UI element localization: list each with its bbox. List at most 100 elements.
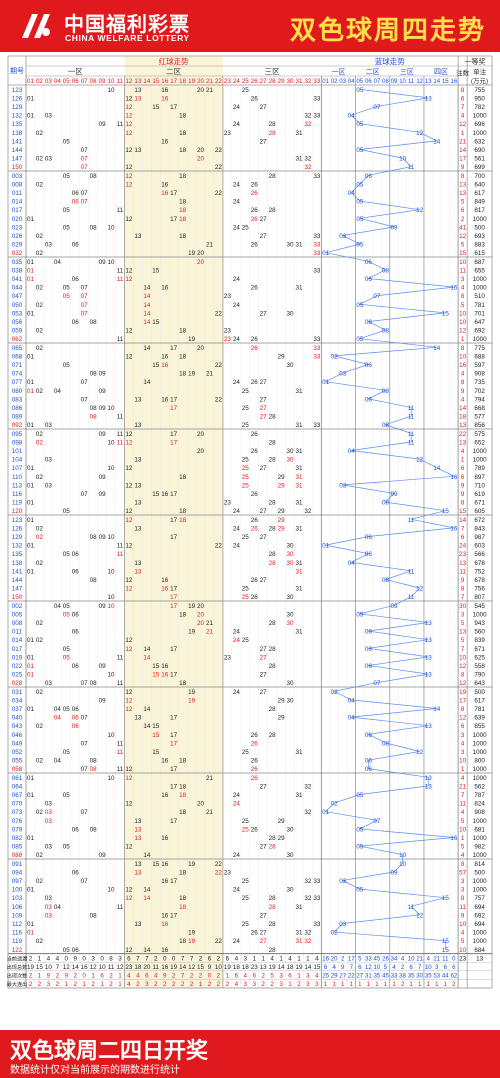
blue-stat-value: 9 <box>341 964 345 971</box>
red-ball-mark: 10 <box>108 594 116 601</box>
issue-number: 079 <box>12 826 23 833</box>
red-ball-mark: 18 <box>179 233 187 240</box>
red-number-header: 17 <box>170 78 177 85</box>
winner-count: 21 <box>459 783 467 790</box>
red-ball-mark: 11 <box>117 267 124 274</box>
issue-number: 067 <box>12 792 23 799</box>
red-ball-mark: 06 <box>72 723 80 730</box>
amount-header: 单注 <box>473 67 487 76</box>
red-ball-mark: 07 <box>81 147 89 154</box>
red-stat-value: 3 <box>145 981 149 988</box>
red-stat-value: 3 <box>244 955 248 962</box>
blue-ball-mark: 10 <box>399 156 407 163</box>
red-ball-mark: 05 <box>63 947 71 954</box>
red-ball-mark: 02 <box>36 328 44 335</box>
red-ball-mark: 32 <box>304 121 312 128</box>
winner-count: 13 <box>459 181 467 188</box>
issue-number: 017 <box>12 207 23 214</box>
prize-amount: 617 <box>474 190 485 197</box>
blue-ball-mark: 06 <box>365 276 373 283</box>
blue-stat-value: 1 <box>444 981 448 988</box>
red-ball-mark: 02 <box>36 809 44 816</box>
prize-amount: 855 <box>474 723 485 730</box>
winner-count: 4 <box>461 285 465 292</box>
red-stat-value: 2 <box>56 981 60 988</box>
winner-count: 5 <box>461 637 465 644</box>
red-ball-mark: 31 <box>295 448 303 455</box>
red-ball-mark: 16 <box>161 181 169 188</box>
prize-amount: 605 <box>474 508 485 515</box>
red-ball-mark: 17 <box>170 104 178 111</box>
red-ball-mark: 33 <box>313 173 321 180</box>
blue-stat-value: 0 <box>452 955 456 962</box>
issue-number: 141 <box>12 138 23 145</box>
red-ball-mark: 29 <box>278 525 286 532</box>
winner-count: 12 <box>459 663 467 670</box>
blue-ball-mark: 07 <box>373 680 381 687</box>
blue-ball-mark: 06 <box>365 629 373 636</box>
red-ball-mark: 25 <box>242 921 250 928</box>
blue-stat-value: 44 <box>442 973 449 980</box>
red-ball-mark: 13 <box>134 715 142 722</box>
blue-ball-mark: 16 <box>450 525 458 532</box>
red-stat-value: 15 <box>36 964 44 971</box>
red-stat-value: 12 <box>188 964 196 971</box>
red-ball-mark: 16 <box>161 861 169 868</box>
blue-ball-mark: 06 <box>365 319 373 326</box>
prize-amount: 839 <box>474 637 485 644</box>
red-ball-mark: 25 <box>242 749 250 756</box>
red-ball-mark: 05 <box>63 611 71 618</box>
red-stat-value: 4 <box>315 955 319 962</box>
red-stat-value: 10 <box>215 964 223 971</box>
issue-number: 101 <box>12 448 23 455</box>
red-number-header: 15 <box>152 78 159 85</box>
red-ball-mark: 16 <box>161 362 169 369</box>
red-ball-mark: 13 <box>134 482 142 489</box>
red-ball-mark: 31 <box>295 474 303 481</box>
prize-amount: 688 <box>474 353 485 360</box>
prize-amount: 668 <box>474 405 485 412</box>
blue-stat-value: 21 <box>433 955 440 962</box>
blue-ball-mark: 12 <box>416 586 424 593</box>
red-stat-value: 2 <box>217 973 221 980</box>
red-stat-value: 2 <box>261 981 265 988</box>
red-ball-mark: 13 <box>134 147 142 154</box>
blue-ball-mark: 04 <box>348 113 356 120</box>
issue-number: 091 <box>12 861 23 868</box>
issue-number: 049 <box>12 740 23 747</box>
stat-amount: 13 <box>476 955 484 962</box>
blue-stat-value: 1 <box>324 981 328 988</box>
red-ball-mark: 04 <box>54 259 62 266</box>
red-stat-value: 2 <box>261 973 265 980</box>
winner-count: 57 <box>459 869 467 876</box>
red-ball-mark: 11 <box>117 654 124 661</box>
red-ball-mark: 33 <box>313 267 321 274</box>
red-ball-mark: 26 <box>251 242 259 249</box>
red-ball-mark: 26 <box>251 491 259 498</box>
red-ball-mark: 16 <box>161 586 169 593</box>
red-ball-mark: 11 <box>117 551 124 558</box>
red-ball-mark: 23 <box>224 869 232 876</box>
red-ball-mark: 28 <box>269 895 277 902</box>
blue-stat-value: 1 <box>435 981 439 988</box>
issue-number: 135 <box>12 121 23 128</box>
blue-stat-value: 45 <box>382 973 389 980</box>
prize-amount: 1000 <box>473 878 488 885</box>
red-ball-mark: 29 <box>278 508 286 515</box>
red-ball-mark: 10 <box>108 887 116 894</box>
red-ball-mark: 08 <box>90 319 98 326</box>
blue-ball-mark: 12 <box>416 130 424 137</box>
issue-number: 017 <box>12 646 23 653</box>
red-ball-mark: 17 <box>170 216 178 223</box>
red-ball-mark: 04 <box>54 388 62 395</box>
red-stat-value: 19 <box>170 964 178 971</box>
red-ball-mark: 15 <box>152 319 160 326</box>
issue-number: 005 <box>12 611 23 618</box>
red-number-header: 23 <box>224 78 231 85</box>
blue-ball-mark: 14 <box>433 345 441 352</box>
red-ball-mark: 13 <box>134 422 142 429</box>
blue-stat-value: 1 <box>418 981 422 988</box>
red-ball-mark: 02 <box>36 560 44 567</box>
red-ball-mark: 13 <box>134 869 142 876</box>
red-ball-mark: 18 <box>179 680 187 687</box>
